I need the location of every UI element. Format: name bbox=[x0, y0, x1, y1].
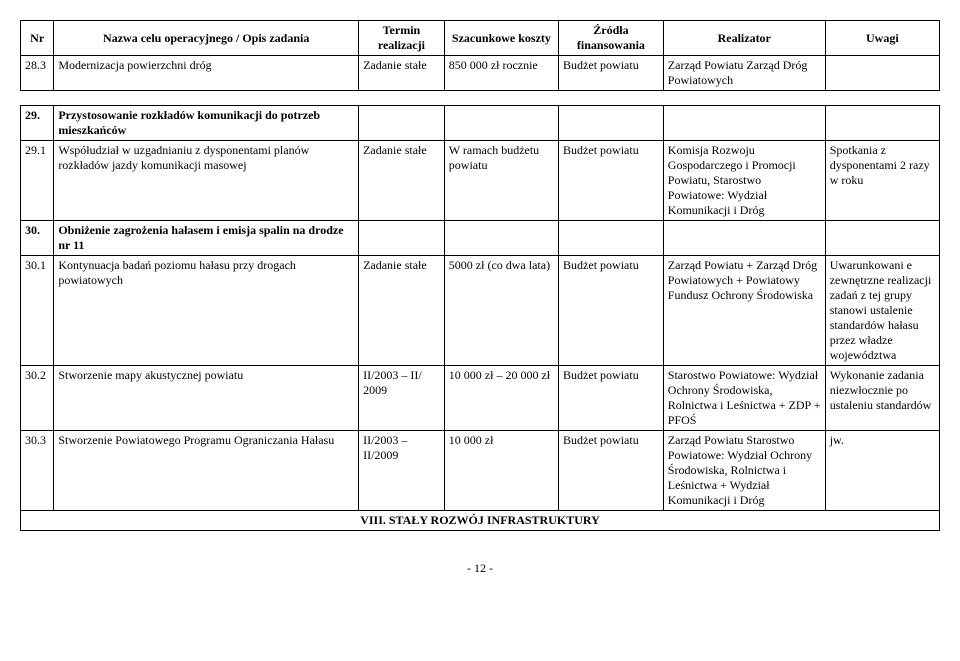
header-nr: Nr bbox=[21, 21, 54, 56]
cell-empty bbox=[359, 221, 445, 256]
cell-empty bbox=[559, 221, 664, 256]
cell-nazwa: Kontynuacja badań poziomu hałasu przy dr… bbox=[54, 256, 359, 366]
header-termin: Termin realizacji bbox=[359, 21, 445, 56]
cell-empty bbox=[444, 221, 558, 256]
cell-termin: Zadanie stałe bbox=[359, 141, 445, 221]
header-row: Nr Nazwa celu operacyjnego / Opis zadani… bbox=[21, 21, 940, 56]
page-number: - 12 - bbox=[20, 561, 940, 576]
cell-uwagi: jw. bbox=[825, 431, 939, 511]
table-row: 30.2 Stworzenie mapy akustycznej powiatu… bbox=[21, 366, 940, 431]
cell-koszty: 10 000 zł bbox=[444, 431, 558, 511]
cell-zrodla: Budżet powiatu bbox=[559, 56, 664, 91]
cell-zrodla: Budżet powiatu bbox=[559, 256, 664, 366]
header-realizator: Realizator bbox=[663, 21, 825, 56]
cell-nazwa: Przystosowanie rozkładów komunikacji do … bbox=[54, 106, 359, 141]
cell-nr: 29. bbox=[21, 106, 54, 141]
cell-termin: Zadanie stałe bbox=[359, 256, 445, 366]
cell-termin: Zadanie stałe bbox=[359, 56, 445, 91]
header-uwagi: Uwagi bbox=[825, 21, 939, 56]
cell-nr: 30.1 bbox=[21, 256, 54, 366]
header-nazwa: Nazwa celu operacyjnego / Opis zadania bbox=[54, 21, 359, 56]
cell-koszty: 5000 zł (co dwa lata) bbox=[444, 256, 558, 366]
cell-nr: 28.3 bbox=[21, 56, 54, 91]
cell-realizator: Starostwo Powiatowe: Wydział Ochrony Śro… bbox=[663, 366, 825, 431]
cell-zrodla: Budżet powiatu bbox=[559, 141, 664, 221]
table-row: 30.1 Kontynuacja badań poziomu hałasu pr… bbox=[21, 256, 940, 366]
table-row: 28.3 Modernizacja powierzchni dróg Zadan… bbox=[21, 56, 940, 91]
cell-realizator: Zarząd Powiatu Zarząd Dróg Powiatowych bbox=[663, 56, 825, 91]
cell-uwagi: Wykonanie zadania niezwłocznie po ustale… bbox=[825, 366, 939, 431]
cell-nr: 30.3 bbox=[21, 431, 54, 511]
header-zrodla: Źródła finansowania bbox=[559, 21, 664, 56]
cell-realizator: Komisja Rozwoju Gospodarczego i Promocji… bbox=[663, 141, 825, 221]
header-koszty: Szacunkowe koszty bbox=[444, 21, 558, 56]
cell-realizator: Zarząd Powiatu + Zarząd Dróg Powiatowych… bbox=[663, 256, 825, 366]
cell-zrodla: Budżet powiatu bbox=[559, 366, 664, 431]
cell-nazwa: Modernizacja powierzchni dróg bbox=[54, 56, 359, 91]
cell-nazwa: Stworzenie Powiatowego Programu Ogranicz… bbox=[54, 431, 359, 511]
cell-empty bbox=[663, 106, 825, 141]
cell-empty bbox=[444, 106, 558, 141]
cell-termin: II/2003 – II/ 2009 bbox=[359, 366, 445, 431]
cell-koszty: W ramach budżetu powiatu bbox=[444, 141, 558, 221]
cell-uwagi: Uwarunkowani e zewnętrzne realizacji zad… bbox=[825, 256, 939, 366]
cell-empty bbox=[359, 106, 445, 141]
cell-nazwa: Współudział w uzgadnianiu z dysponentami… bbox=[54, 141, 359, 221]
cell-nazwa: Obniżenie zagrożenia hałasem i emisja sp… bbox=[54, 221, 359, 256]
cell-nr: 30. bbox=[21, 221, 54, 256]
cell-realizator: Zarząd Powiatu Starostwo Powiatowe: Wydz… bbox=[663, 431, 825, 511]
cell-empty bbox=[559, 106, 664, 141]
cell-uwagi bbox=[825, 56, 939, 91]
table-row-group: 30. Obniżenie zagrożenia hałasem i emisj… bbox=[21, 221, 940, 256]
cell-empty bbox=[663, 221, 825, 256]
cell-zrodla: Budżet powiatu bbox=[559, 431, 664, 511]
cell-nr: 29.1 bbox=[21, 141, 54, 221]
main-table: Nr Nazwa celu operacyjnego / Opis zadani… bbox=[20, 20, 940, 531]
cell-nazwa: Stworzenie mapy akustycznej powiatu bbox=[54, 366, 359, 431]
section-title-row: VIII. STAŁY ROZWÓJ INFRASTRUKTURY bbox=[21, 511, 940, 531]
spacer-row bbox=[21, 91, 940, 106]
section-title: VIII. STAŁY ROZWÓJ INFRASTRUKTURY bbox=[21, 511, 940, 531]
table-row: 29.1 Współudział w uzgadnianiu z dyspone… bbox=[21, 141, 940, 221]
table-row-group: 29. Przystosowanie rozkładów komunikacji… bbox=[21, 106, 940, 141]
cell-koszty: 10 000 zł – 20 000 zł bbox=[444, 366, 558, 431]
cell-termin: II/2003 – II/2009 bbox=[359, 431, 445, 511]
cell-empty bbox=[825, 221, 939, 256]
cell-koszty: 850 000 zł rocznie bbox=[444, 56, 558, 91]
cell-uwagi: Spotkania z dysponentami 2 razy w roku bbox=[825, 141, 939, 221]
cell-empty bbox=[825, 106, 939, 141]
table-row: 30.3 Stworzenie Powiatowego Programu Ogr… bbox=[21, 431, 940, 511]
cell-nr: 30.2 bbox=[21, 366, 54, 431]
